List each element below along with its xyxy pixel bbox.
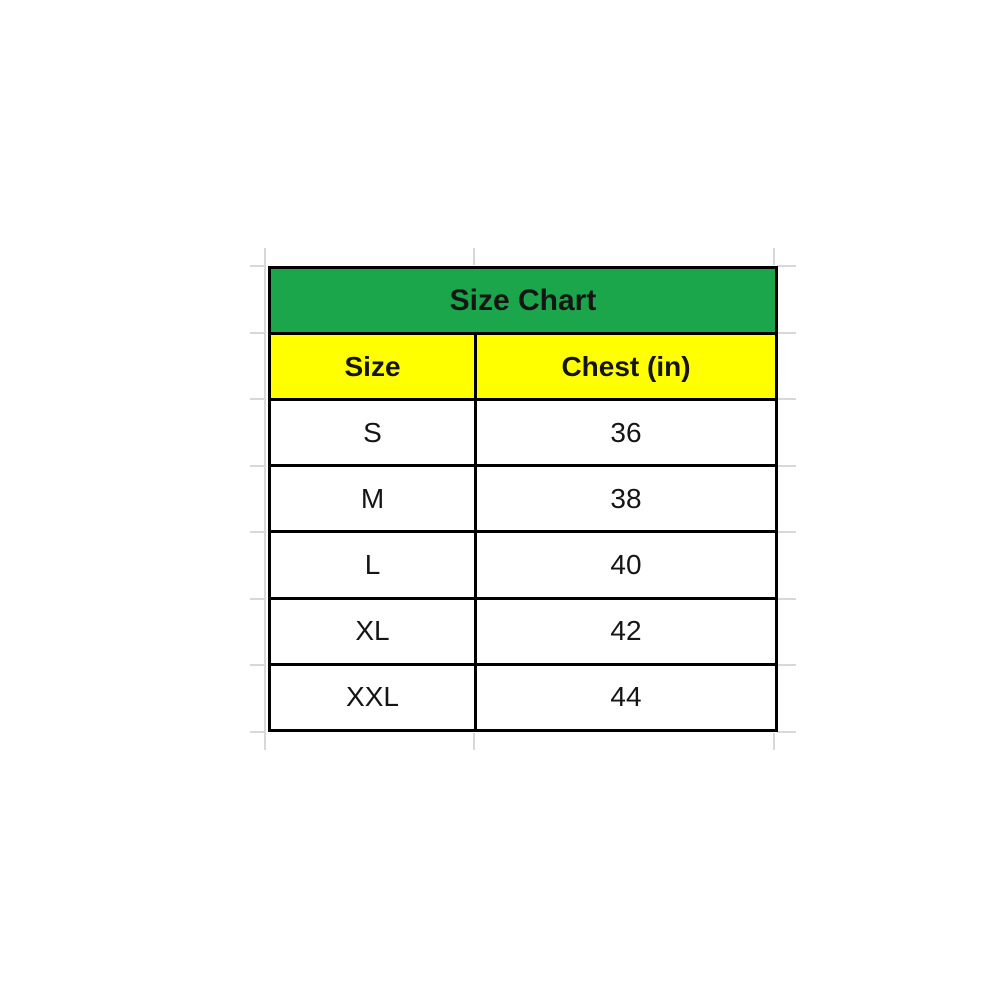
- table-title: Size Chart: [268, 266, 778, 335]
- gridline-tick: [473, 733, 475, 750]
- table-row: XXL 44: [268, 662, 778, 733]
- size-cell: L: [268, 530, 477, 600]
- gridline-tick: [777, 731, 796, 733]
- gridline-tick: [250, 398, 265, 400]
- gridline-tick: [777, 332, 796, 334]
- gridline-tick: [264, 248, 266, 750]
- chest-cell: 38: [474, 464, 778, 534]
- gridline-tick: [250, 664, 265, 666]
- table-row: XL 42: [268, 596, 778, 666]
- gridline-tick: [773, 248, 775, 265]
- column-header-chest: Chest (in): [474, 332, 778, 401]
- size-cell: XXL: [268, 662, 477, 733]
- chest-cell: 40: [474, 530, 778, 600]
- size-cell: M: [268, 464, 477, 534]
- table-row: S 36: [268, 397, 778, 468]
- gridline-tick: [777, 398, 796, 400]
- size-chart-table: Size Chart Size Chest (in) S 36 M 38 L 4…: [268, 266, 778, 733]
- gridline-tick: [777, 531, 796, 533]
- gridline-tick: [777, 664, 796, 666]
- chest-cell: 36: [474, 397, 778, 468]
- gridline-tick: [777, 465, 796, 467]
- chest-cell: 44: [474, 662, 778, 733]
- table-title-row: Size Chart: [268, 266, 778, 335]
- gridline-tick: [250, 731, 265, 733]
- column-header-size: Size: [268, 332, 477, 401]
- gridline-tick: [250, 465, 265, 467]
- gridline-tick: [250, 598, 265, 600]
- gridline-tick: [777, 598, 796, 600]
- table-header-row: Size Chest (in): [268, 332, 778, 401]
- gridline-tick: [773, 733, 775, 750]
- chest-cell: 42: [474, 596, 778, 666]
- gridline-tick: [777, 265, 796, 267]
- gridline-tick: [250, 332, 265, 334]
- gridline-tick: [250, 531, 265, 533]
- size-cell: S: [268, 397, 477, 468]
- table-row: L 40: [268, 530, 778, 600]
- gridline-tick: [250, 265, 265, 267]
- size-cell: XL: [268, 596, 477, 666]
- gridline-tick: [473, 248, 475, 265]
- table-row: M 38: [268, 464, 778, 534]
